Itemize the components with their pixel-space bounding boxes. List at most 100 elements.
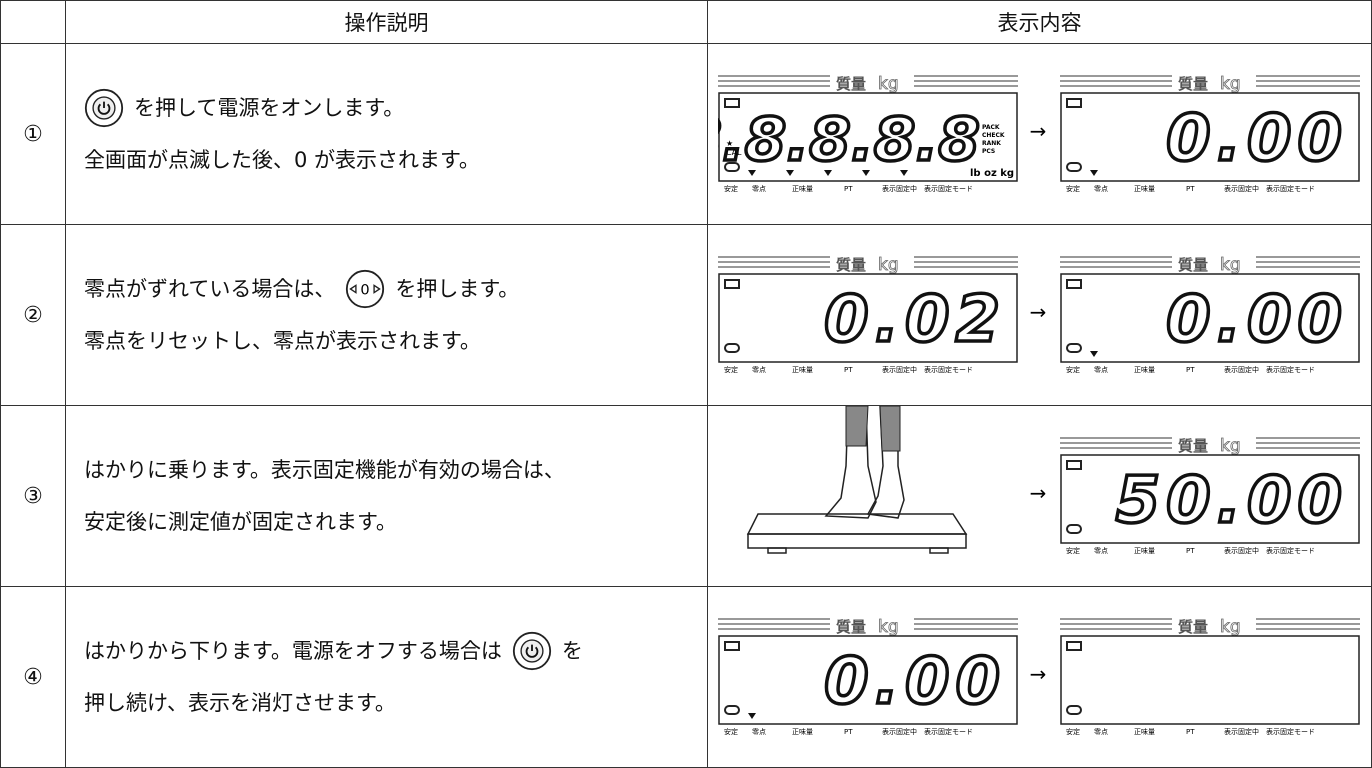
zero-indicator bbox=[1066, 524, 1082, 534]
button-ring bbox=[512, 631, 551, 671]
side-label: CAL bbox=[726, 148, 742, 157]
panel-title: 質量 bbox=[836, 618, 866, 636]
footer-label: 表示固定モード bbox=[924, 184, 973, 193]
readout: 0.02 bbox=[824, 283, 1006, 357]
footer-label: 正味量 bbox=[1134, 184, 1155, 193]
display-panel: 質量 kg 0.02 安定 零点 正味量 PT 表示固定中 表示固定モード bbox=[718, 255, 1018, 374]
zero-indicator bbox=[724, 343, 740, 353]
arrow: → bbox=[1030, 300, 1047, 324]
battery-icon bbox=[724, 641, 740, 651]
scale-foot bbox=[767, 547, 787, 554]
zero-indicator bbox=[1066, 162, 1082, 172]
footer-label: 表示固定中 bbox=[1224, 546, 1259, 555]
footer-label: 安定 bbox=[1066, 728, 1080, 736]
table-row: ② 零点がずれている場合は、 0 を押します。 零点をリセットし、零点が表示されます。 質… bbox=[0, 224, 1372, 406]
readout: 0.00 bbox=[1166, 102, 1348, 176]
readout: 50.00 bbox=[1116, 464, 1348, 538]
instruction-text: を押して電源をオンします。 bbox=[134, 96, 405, 120]
table-row: ④ はかりから下ります。電源をオフする場合は を押し続け、表示を消灯させます。 質量 k… bbox=[0, 586, 1372, 768]
footer-label: 表示固定モード bbox=[924, 365, 973, 374]
instruction-text: を押します。 bbox=[395, 277, 520, 301]
step-number: ③ bbox=[0, 405, 66, 587]
side-label: RANK bbox=[982, 140, 1001, 147]
panel-title: 質量 bbox=[1178, 618, 1208, 636]
instruction-text: はかりから下ります。電源をオフする場合は bbox=[84, 639, 502, 663]
footer-label: PT bbox=[844, 185, 853, 193]
battery-icon bbox=[1066, 460, 1082, 470]
footer-label: PT bbox=[844, 366, 853, 374]
panel-unit: kg bbox=[1220, 255, 1241, 275]
zero-button: 0 bbox=[346, 269, 385, 309]
operation-cell: 零点がずれている場合は、 0 を押します。 零点をリセットし、零点が表示されます。 bbox=[65, 224, 708, 406]
leg bbox=[824, 405, 877, 519]
line: 零点がずれている場合は、 0 を押します。 bbox=[84, 263, 707, 315]
instruction-text: 全画面が点滅した後、0 が表示されます。 bbox=[84, 148, 480, 172]
instruction-text: 零点をリセットし、零点が表示されます。 bbox=[84, 329, 481, 353]
stable-marker bbox=[786, 170, 794, 176]
footer-label: 正味量 bbox=[792, 365, 813, 374]
step-number: ④ bbox=[0, 586, 66, 768]
panel-title: 質量 bbox=[1178, 256, 1208, 274]
footer-label: 安定 bbox=[724, 185, 738, 193]
footer-label: 正味量 bbox=[1134, 546, 1155, 555]
panel-window bbox=[1060, 454, 1360, 544]
panel-window bbox=[1060, 92, 1360, 182]
panel-title: 質量 bbox=[836, 256, 866, 274]
display-figure: → 質量 kg 50.00 安定 零点 正味量 PT 表示固定中 表示固定モード bbox=[746, 405, 1360, 555]
panel-window bbox=[718, 273, 1018, 363]
side-label: ★ bbox=[726, 139, 733, 148]
display-panel: 質量 kg 0.00 安定 零点 正味量 PT 表示固定中 表示固定モード bbox=[1060, 255, 1360, 374]
stable-marker bbox=[1090, 351, 1098, 357]
panel-unit: kg bbox=[878, 617, 899, 637]
line: 安定後に測定値が固定されます。 bbox=[84, 496, 707, 548]
power-button bbox=[84, 88, 124, 128]
footer-label: 零点 bbox=[752, 366, 766, 374]
display-panel: 質量 kg 0.00 安定 零点 正味量 PT 表示固定中 表示固定モード bbox=[1060, 74, 1360, 193]
footer-label: PT bbox=[1186, 185, 1195, 193]
stable-marker bbox=[748, 713, 756, 719]
footer-label: 零点 bbox=[1094, 366, 1108, 374]
display-cell: → 質量 kg 50.00 安定 零点 正味量 PT 表示固定中 表示固定モード bbox=[707, 405, 1372, 587]
line: 押し続け、表示を消灯させます。 bbox=[84, 677, 707, 729]
button-ring bbox=[346, 269, 385, 309]
readout: 0.00 bbox=[1166, 283, 1348, 357]
panel-window bbox=[1060, 273, 1360, 363]
display-cell: 質量 kg 0.00 安定 零点 正味量 PT 表示固定中 表示固定モード → 質量 kg 安定 零点 正味… bbox=[707, 586, 1372, 768]
footer-label: 安定 bbox=[724, 366, 738, 374]
stable-marker bbox=[748, 170, 756, 176]
stable-marker bbox=[900, 170, 908, 176]
footer-label: 安定 bbox=[1066, 366, 1080, 374]
arrow: → bbox=[1030, 119, 1047, 143]
footer-label: 零点 bbox=[1094, 547, 1108, 555]
footer-label: 表示固定モード bbox=[1266, 727, 1315, 736]
footer-label: 表示固定モード bbox=[924, 727, 973, 736]
panel-unit: kg bbox=[878, 255, 899, 275]
pants bbox=[845, 405, 901, 452]
line: を押して電源をオンします。 bbox=[84, 82, 707, 134]
instruction-text: 安定後に測定値が固定されます。 bbox=[84, 510, 397, 534]
operation-cell: はかりに乗ります。表示固定機能が有効の場合は、 安定後に測定値が固定されます。 bbox=[65, 405, 708, 587]
zero-key-label: 0 bbox=[361, 282, 370, 298]
instruction-text: 押し続け、表示を消灯させます。 bbox=[84, 691, 396, 715]
footer-label: PT bbox=[1186, 547, 1195, 555]
footer-label: PT bbox=[844, 728, 853, 736]
battery-icon bbox=[724, 279, 740, 289]
button-ring bbox=[84, 88, 124, 128]
panel-unit: kg bbox=[878, 74, 899, 94]
footer-label: 表示固定モード bbox=[1266, 365, 1315, 374]
header-display: 表示内容 bbox=[707, 0, 1372, 44]
leg bbox=[866, 405, 905, 519]
footer-label: 表示固定中 bbox=[882, 184, 917, 193]
display-panel: 質量 kg 0.00 安定 零点 正味量 PT 表示固定中 表示固定モード bbox=[718, 617, 1018, 736]
battery-icon bbox=[724, 98, 740, 108]
footer-label: 正味量 bbox=[1134, 727, 1155, 736]
zero-indicator bbox=[1066, 343, 1082, 353]
zero-indicator bbox=[724, 705, 740, 715]
display-panel: 質量 kg 安定 零点 正味量 PT 表示固定中 表示固定モード bbox=[1060, 617, 1360, 736]
operation-cell: を押して電源をオンします。全画面が点滅した後、0 が表示されます。 bbox=[65, 43, 708, 225]
